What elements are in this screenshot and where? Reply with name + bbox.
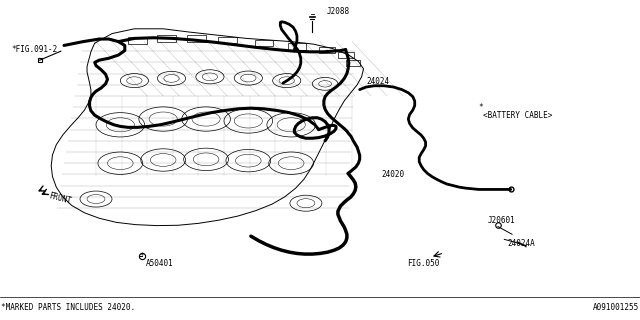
Text: *FIG.091-2: *FIG.091-2 [12, 45, 58, 54]
Bar [288, 43, 306, 50]
Text: A091001255: A091001255 [593, 303, 639, 312]
Text: 24024A: 24024A [508, 239, 535, 248]
Bar [255, 40, 273, 46]
Bar [346, 60, 360, 66]
Text: *MARKED PARTS INCLUDES 24020.: *MARKED PARTS INCLUDES 24020. [1, 303, 136, 312]
Text: FRONT: FRONT [47, 192, 72, 206]
Text: *: * [140, 252, 144, 261]
Text: A50401: A50401 [146, 260, 173, 268]
Bar [128, 37, 147, 44]
Text: 24020: 24020 [381, 170, 404, 179]
Text: *: * [479, 103, 483, 112]
Text: <BATTERY CABLE>: <BATTERY CABLE> [483, 111, 552, 120]
Bar [338, 52, 354, 58]
Bar [187, 35, 206, 42]
Text: FIG.050: FIG.050 [407, 259, 440, 268]
Bar [319, 47, 335, 53]
Text: J20601: J20601 [488, 216, 515, 225]
Text: 24024: 24024 [366, 77, 389, 86]
Text: J2088: J2088 [326, 7, 349, 16]
Bar [218, 37, 237, 43]
Bar [157, 35, 176, 42]
